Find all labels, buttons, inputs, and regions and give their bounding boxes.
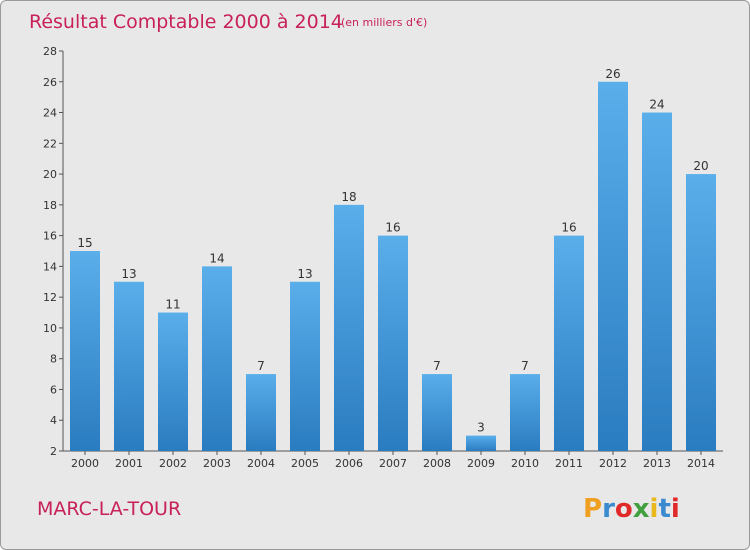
bar <box>334 204 364 451</box>
data-label: 14 <box>209 251 224 265</box>
y-tick-label: 6 <box>50 383 57 396</box>
logo-letter: t <box>658 494 670 524</box>
proxiti-logo: Proxiti <box>583 494 680 524</box>
x-tick-label: 2011 <box>555 457 583 470</box>
bar <box>202 266 232 451</box>
x-tick-label: 2010 <box>511 457 539 470</box>
x-tick-label: 2012 <box>599 457 627 470</box>
x-tick-label: 2005 <box>291 457 319 470</box>
bar <box>642 112 672 452</box>
logo-letter: i <box>671 494 680 524</box>
bar <box>466 435 496 451</box>
y-tick-label: 2 <box>50 445 57 458</box>
data-label: 15 <box>77 236 92 250</box>
y-tick-label: 14 <box>43 260 57 273</box>
y-tick-label: 22 <box>43 137 57 150</box>
plot-area: 2468101214161820222426281520001320011120… <box>43 45 723 470</box>
chart-title: Résultat Comptable 2000 à 2014 <box>29 11 343 33</box>
x-tick-label: 2013 <box>643 457 671 470</box>
y-tick-label: 12 <box>43 291 57 304</box>
y-tick-label: 28 <box>43 45 57 58</box>
data-label: 7 <box>521 359 529 373</box>
bar <box>686 174 716 452</box>
bar <box>554 235 584 451</box>
data-label: 26 <box>605 67 620 81</box>
data-label: 3 <box>477 421 485 435</box>
chart-subtitle: (en milliers d'€) <box>341 16 427 29</box>
bar <box>158 312 188 451</box>
y-tick-label: 16 <box>43 230 57 243</box>
logo-letter: o <box>615 494 633 524</box>
data-label: 16 <box>385 221 400 235</box>
data-label: 24 <box>649 98 664 112</box>
data-label: 18 <box>341 190 356 204</box>
x-tick-label: 2006 <box>335 457 363 470</box>
x-tick-label: 2000 <box>71 457 99 470</box>
data-label: 20 <box>693 159 708 173</box>
bar <box>290 281 320 451</box>
bar <box>70 251 100 451</box>
data-label: 13 <box>297 267 312 281</box>
y-tick-label: 4 <box>50 414 57 427</box>
x-tick-label: 2014 <box>687 457 715 470</box>
x-tick-label: 2007 <box>379 457 407 470</box>
y-tick-label: 20 <box>43 168 57 181</box>
bar <box>598 81 628 452</box>
data-label: 7 <box>257 359 265 373</box>
x-tick-label: 2009 <box>467 457 495 470</box>
y-tick-label: 18 <box>43 199 57 212</box>
x-tick-label: 2004 <box>247 457 275 470</box>
y-tick-label: 10 <box>43 322 57 335</box>
bar <box>246 374 276 451</box>
data-label: 11 <box>165 298 180 312</box>
bar <box>114 281 144 451</box>
logo-letter: r <box>602 494 615 524</box>
town-name: MARC-LA-TOUR <box>37 498 181 520</box>
logo-letter: x <box>633 494 650 524</box>
y-tick-label: 24 <box>43 107 57 120</box>
x-tick-label: 2003 <box>203 457 231 470</box>
x-tick-label: 2002 <box>159 457 187 470</box>
x-tick-label: 2008 <box>423 457 451 470</box>
data-label: 16 <box>561 221 576 235</box>
x-tick-label: 2001 <box>115 457 143 470</box>
bar <box>422 374 452 451</box>
y-tick-label: 8 <box>50 353 57 366</box>
data-label: 13 <box>121 267 136 281</box>
data-label: 7 <box>433 359 441 373</box>
bar <box>510 374 540 451</box>
logo-letter: P <box>583 494 602 524</box>
bar <box>378 235 408 451</box>
y-tick-label: 26 <box>43 76 57 89</box>
logo-letter: i <box>650 494 659 524</box>
